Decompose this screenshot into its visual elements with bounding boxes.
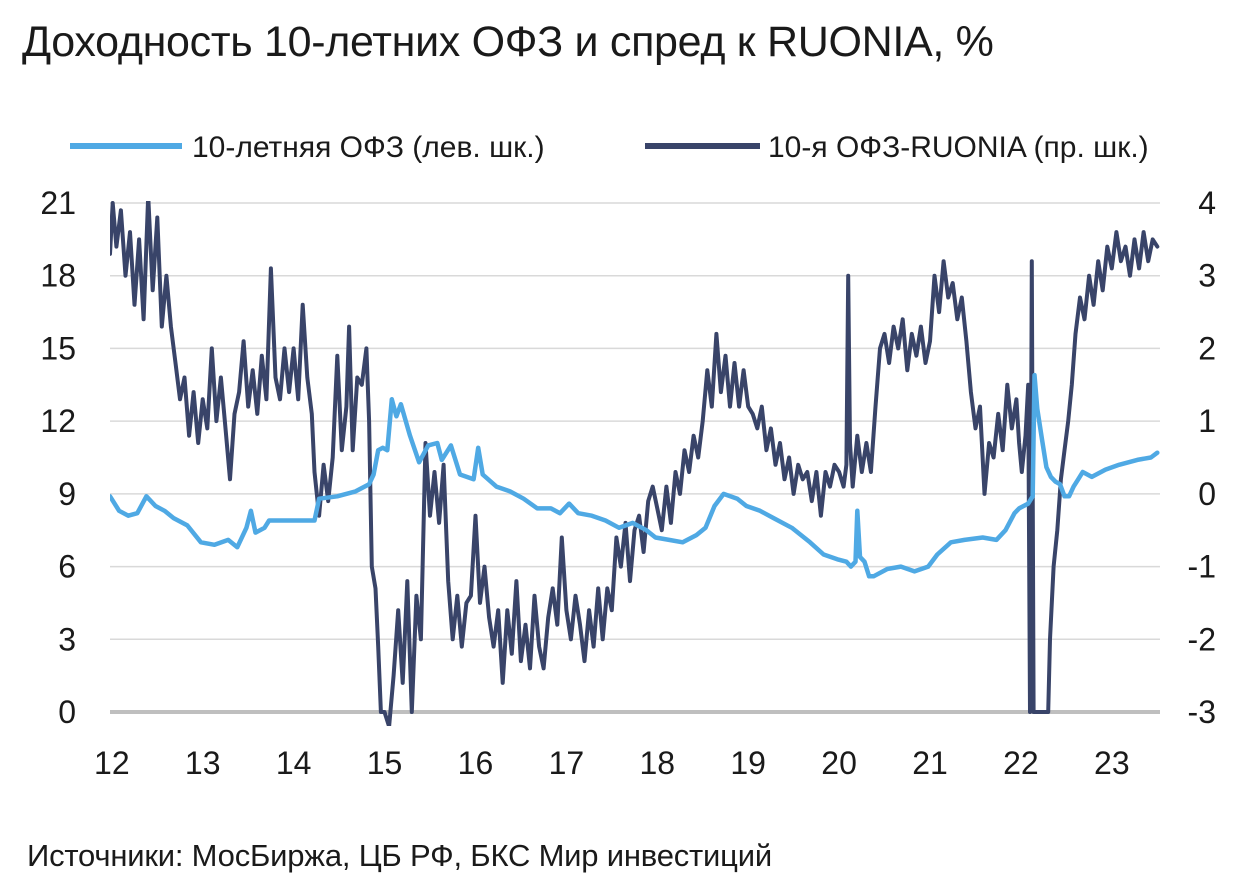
- right-tick-label: 2: [1198, 330, 1216, 366]
- left-tick-label: 6: [58, 549, 76, 585]
- x-tick-label: 20: [821, 745, 857, 781]
- right-tick-label: 4: [1198, 185, 1216, 221]
- left-tick-label: 15: [40, 330, 76, 366]
- chart-title: Доходность 10-летних ОФЗ и спред к RUONI…: [22, 18, 994, 66]
- right-tick-label: 3: [1198, 258, 1216, 294]
- right-tick-label: 0: [1198, 476, 1216, 512]
- left-tick-label: 12: [40, 403, 76, 439]
- x-tick-label: 23: [1094, 745, 1130, 781]
- x-tick-label: 12: [94, 745, 130, 781]
- left-tick-label: 0: [58, 694, 76, 730]
- x-tick-label: 13: [185, 745, 221, 781]
- left-tick-label: 9: [58, 476, 76, 512]
- right-tick-label: 1: [1198, 403, 1216, 439]
- x-tick-label: 15: [367, 745, 403, 781]
- right-axis: -3 -2 -1 0 1 2 3 4: [1188, 185, 1216, 730]
- left-tick-label: 18: [40, 258, 76, 294]
- legend-label-series-1: 10-летняя ОФЗ (лев. шк.): [192, 131, 545, 164]
- x-tick-label: 22: [1003, 745, 1039, 781]
- x-tick-label: 17: [549, 745, 585, 781]
- legend: 10-летняя ОФЗ (лев. шк.) 10-я ОФЗ-RUONIA…: [70, 131, 1149, 164]
- source-note: Источники: МосБиржа, ЦБ РФ, БКС Мир инве…: [27, 838, 772, 873]
- right-tick-label: -2: [1188, 621, 1216, 657]
- left-axis: 0 3 6 9 12 15 18 21: [40, 185, 76, 730]
- left-tick-label: 21: [40, 185, 76, 221]
- x-tick-label: 14: [276, 745, 312, 781]
- plot-lines: [110, 201, 1160, 726]
- gridlines: [110, 202, 1160, 714]
- left-tick-label: 3: [58, 621, 76, 657]
- series-line-ofz-10y: [110, 372, 1160, 579]
- series-line-ofz-ruonia-spread: [110, 201, 1160, 726]
- legend-label-series-2: 10-я ОФЗ-RUONIA (пр. шк.): [768, 131, 1149, 164]
- x-tick-label: 18: [639, 745, 675, 781]
- x-tick-label: 19: [730, 745, 766, 781]
- x-tick-label: 21: [912, 745, 948, 781]
- x-tick-label: 16: [458, 745, 494, 781]
- right-tick-label: -3: [1188, 694, 1216, 730]
- right-tick-label: -1: [1188, 549, 1216, 585]
- x-axis: 12 13 14 15 16 17 18 19 20 21 22 23: [94, 745, 1130, 781]
